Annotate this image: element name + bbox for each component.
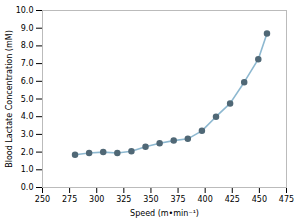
svg-text:4.0: 4.0 bbox=[21, 112, 34, 121]
svg-text:450: 450 bbox=[252, 195, 267, 204]
svg-text:250: 250 bbox=[35, 195, 50, 204]
svg-text:400: 400 bbox=[198, 195, 213, 204]
svg-text:2.0: 2.0 bbox=[21, 148, 34, 157]
svg-text:475: 475 bbox=[279, 195, 294, 204]
svg-text:Blood Lactate Concentration (m: Blood Lactate Concentration (mM) bbox=[5, 30, 14, 168]
svg-text:300: 300 bbox=[89, 195, 104, 204]
svg-text:Speed (m•min⁻¹): Speed (m•min⁻¹) bbox=[130, 209, 199, 218]
svg-text:275: 275 bbox=[62, 195, 77, 204]
svg-text:7.0: 7.0 bbox=[21, 59, 34, 68]
svg-text:425: 425 bbox=[225, 195, 240, 204]
svg-text:0.0: 0.0 bbox=[21, 183, 34, 192]
svg-text:1.0: 1.0 bbox=[21, 165, 34, 174]
svg-text:325: 325 bbox=[116, 195, 131, 204]
svg-text:6.0: 6.0 bbox=[21, 77, 34, 86]
svg-text:350: 350 bbox=[143, 195, 158, 204]
svg-text:3.0: 3.0 bbox=[21, 130, 34, 139]
svg-text:375: 375 bbox=[170, 195, 185, 204]
svg-text:10.0: 10.0 bbox=[16, 6, 34, 15]
svg-text:9.0: 9.0 bbox=[21, 24, 34, 33]
svg-text:8.0: 8.0 bbox=[21, 41, 34, 50]
svg-text:5.0: 5.0 bbox=[21, 95, 34, 104]
